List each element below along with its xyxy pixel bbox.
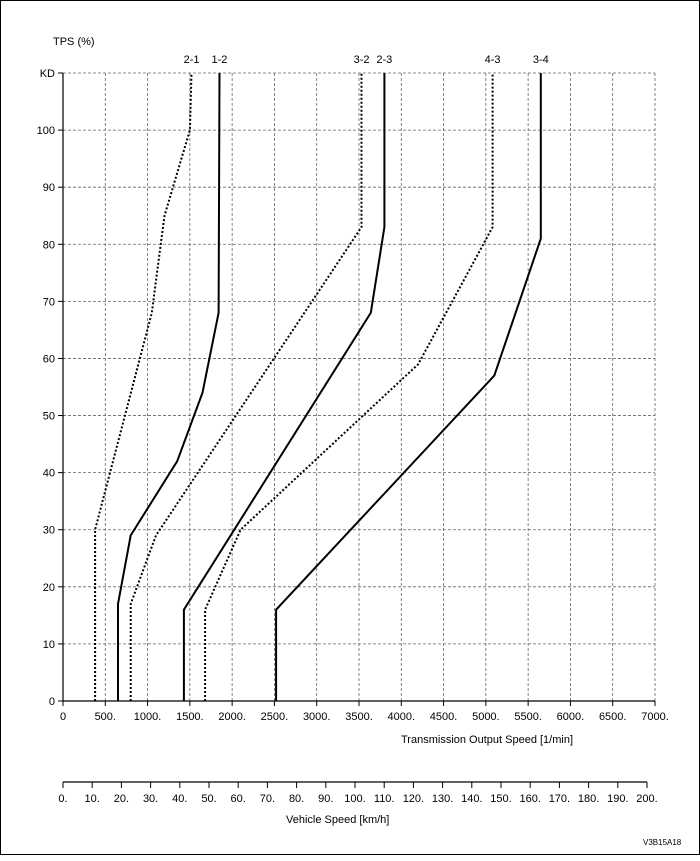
x2-tick-label: 80. [289,793,304,805]
x2-tick-label: 60. [231,793,246,805]
x2-tick-label: 120. [403,793,424,805]
y-tick-label: 0 [49,696,55,708]
x-tick-label: 2500. [261,711,289,723]
x-tick-label: 6000. [557,711,585,723]
y-tick-label: KD [40,68,55,80]
x2-tick-label: 90. [318,793,333,805]
x2-tick-label: 50. [201,793,216,805]
axes: 0 10 20 30 40 50 60 70 80 90 100 KD 0 500. 1000. 1500. 2… [37,68,669,805]
y-axis-title: TPS (%) [53,36,95,48]
y-tick-label: 60 [43,353,55,365]
y-tick-label: 30 [43,525,55,537]
y-tick-label: 40 [43,468,55,480]
x-tick-label: 5500. [514,711,542,723]
x2-tick-label: 0. [58,793,67,805]
x2-tick-label: 10. [85,793,100,805]
x2-tick-label: 30. [143,793,158,805]
curve-label-3-2: 3-2 [354,54,370,66]
y-tick-label: 10 [43,639,55,651]
x-tick-label: 5000. [472,711,500,723]
figure-code: V3B15A18 [643,838,682,847]
y-tick-label: 80 [43,239,55,251]
x-tick-label: 500. [95,711,116,723]
x-tick-label: 4500. [430,711,458,723]
curve-label-2-1: 2-1 [184,54,200,66]
x-tick-label: 0 [60,711,66,723]
y-tick-label: 90 [43,182,55,194]
x2-tick-label: 200. [636,793,657,805]
curve-label-4-3: 4-3 [485,54,501,66]
x-tick-label: 1000. [134,711,162,723]
y-tick-label: 100 [37,125,55,137]
x-tick-label: 3000. [303,711,331,723]
y-tick-label: 50 [43,411,55,423]
shift-curves: 2-1 1-2 3-2 2-3 4-3 3-4 [94,54,549,701]
x2-tick-label: 20. [114,793,129,805]
x2-tick-label: 150. [490,793,511,805]
x-tick-label: 3500. [345,711,373,723]
x2-tick-label: 40. [172,793,187,805]
y-tick-label: 20 [43,582,55,594]
grid [63,72,656,701]
x-tick-label: 2000. [218,711,246,723]
curve-3-4 [275,73,542,701]
curve-label-2-3: 2-3 [376,54,392,66]
x-axis-title: Transmission Output Speed [1/min] [401,734,573,746]
curve-label-3-4: 3-4 [533,54,549,66]
x2-tick-label: 70. [260,793,275,805]
x2-axis-title: Vehicle Speed [km/h] [286,814,389,826]
x2-tick-label: 180. [578,793,599,805]
x2-tick-label: 190. [607,793,628,805]
x2-tick-label: 130. [432,793,453,805]
curve-2-1 [94,72,193,701]
x-tick-label: 6500. [599,711,627,723]
x2-tick-label: 140. [461,793,482,805]
curve-4-3 [204,73,494,701]
x2-tick-label: 160. [519,793,540,805]
y-tick-label: 70 [43,296,55,308]
x-tick-label: 7000. [641,711,669,723]
x2-tick-label: 110. [374,793,395,805]
x2-tick-label: 170. [549,793,570,805]
x2-tick-label: 100. [344,793,365,805]
curve-2-3 [182,73,386,701]
curve-3-2 [129,73,363,701]
curve-1-2 [117,72,221,701]
x-tick-label: 1500. [176,711,204,723]
curve-label-1-2: 1-2 [212,54,228,66]
x-tick-label: 4000. [388,711,416,723]
